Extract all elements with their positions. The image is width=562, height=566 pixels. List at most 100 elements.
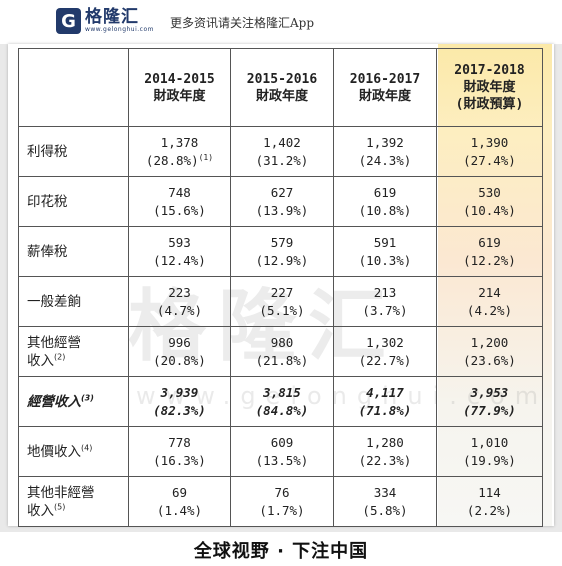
cell-value: 593: [168, 234, 191, 250]
table-header-row: 2014-2015 財政年度 2015-2016 財政年度 2016-2017 …: [18, 48, 543, 127]
cell-percentage: (12.9%): [231, 252, 333, 270]
cell-value: 1,392: [366, 134, 404, 150]
table-cell: 530 (10.4%): [436, 176, 543, 227]
row-label-text: 地價收入: [27, 443, 81, 460]
cell-percentage-text: (84.8%): [255, 402, 309, 418]
cell-percentage-text: (24.3%): [358, 152, 412, 168]
cell-value: 591: [373, 234, 397, 250]
table-cell: 1,402 (31.2%): [230, 126, 334, 177]
column-header-note: (財政預算): [455, 97, 524, 112]
cell-percentage: (24.3%): [334, 152, 436, 170]
cell-value: 579: [270, 234, 294, 250]
table-cell: 214 (4.2%): [436, 276, 543, 327]
cell-percentage: (15.6%): [129, 202, 230, 220]
row-label-footnote: (5): [54, 502, 66, 511]
cell-percentage-text: (5.1%): [259, 302, 305, 318]
cell-percentage-text: (15.6%): [153, 202, 206, 218]
row-label-text-line2: 收入: [27, 352, 54, 369]
row-label-footnote: (2): [54, 352, 66, 361]
cell-percentage: (71.8%): [334, 402, 436, 420]
table-row: 其他非經營 收入(5) 69 (1.4%) 76 (1.7%) 334 (5.8%) 114 (2…: [18, 476, 543, 527]
cell-percentage: (22.3%): [334, 452, 436, 470]
table-cell: 778 (16.3%): [128, 426, 231, 477]
cell-value: 530: [478, 184, 501, 200]
cell-value: 1,010: [470, 434, 509, 450]
table-cell: 1,378 (28.8%)(1): [128, 126, 231, 177]
cell-percentage-text: (13.5%): [255, 452, 309, 468]
table-cell: 3,953 (77.9%): [436, 376, 543, 427]
cell-value: 1,390: [470, 134, 509, 150]
column-header: 2016-2017 財政年度: [333, 48, 437, 127]
table-cell: 227 (5.1%): [230, 276, 334, 327]
row-label: 其他經營 收入(2): [18, 326, 129, 377]
column-header: 2015-2016 財政年度: [230, 48, 334, 127]
cell-percentage: (19.9%): [437, 452, 542, 470]
cell-value: 1,402: [263, 134, 301, 150]
cell-percentage: (5.8%): [334, 502, 436, 520]
column-header-year: 2015-2016: [246, 71, 318, 87]
cell-value: 1,302: [366, 334, 404, 350]
row-label-text: 其他經營: [27, 334, 81, 351]
table-cell: 609 (13.5%): [230, 426, 334, 477]
row-label-text: 利得稅: [27, 143, 68, 160]
cell-percentage: (4.7%): [129, 302, 230, 320]
table-cell: 1,390 (27.4%): [436, 126, 543, 177]
cell-value: 996: [168, 334, 191, 350]
row-label: 經營收入(3): [18, 376, 129, 427]
table-cell: 593 (12.4%): [128, 226, 231, 277]
table-row: 地價收入(4) 778 (16.3%) 609 (13.5%) 1,280 (22.3%) 1…: [18, 426, 543, 477]
cell-percentage-text: (22.7%): [358, 352, 412, 368]
cell-percentage-text: (10.4%): [463, 202, 516, 218]
cell-percentage: (84.8%): [231, 402, 333, 420]
logo-text: 格隆汇 www.gelonghui.com: [85, 8, 154, 34]
cell-percentage-text: (4.7%): [156, 302, 203, 318]
column-header-label: 財政年度: [255, 88, 308, 104]
cell-percentage-text: (3.7%): [362, 302, 408, 318]
cell-percentage: (10.4%): [437, 202, 542, 220]
column-header-label: 財政年度: [463, 80, 516, 95]
column-header-label: 財政年度: [358, 88, 411, 104]
table-cell: 627 (13.9%): [230, 176, 334, 227]
cell-value: 609: [270, 434, 294, 450]
table-cell: 980 (21.8%): [230, 326, 334, 377]
cell-percentage: (12.2%): [437, 252, 542, 270]
row-label-text: 一般差餉: [27, 293, 81, 310]
cell-percentage-text: (10.3%): [358, 252, 412, 268]
table-cell: 748 (15.6%): [128, 176, 231, 227]
cell-percentage: (13.9%): [231, 202, 333, 220]
cell-percentage-text: (10.8%): [358, 202, 412, 218]
header-subtitle: 更多资讯请关注格隆汇App: [170, 16, 315, 30]
cell-percentage: (22.7%): [334, 352, 436, 370]
table-cell: 619 (12.2%): [436, 226, 543, 277]
brand-logo[interactable]: G 格隆汇 www.gelonghui.com: [56, 4, 154, 38]
table-cell: 223 (4.7%): [128, 276, 231, 327]
table-cell: 1,392 (24.3%): [333, 126, 437, 177]
header-corner: [18, 48, 129, 127]
row-label: 其他非經營 收入(5): [18, 476, 129, 527]
row-label-text: 印花稅: [27, 193, 68, 210]
cell-percentage-text: (1.4%): [156, 502, 203, 518]
row-label: 印花稅: [18, 176, 129, 227]
cell-percentage: (23.6%): [437, 352, 542, 370]
footer-slogan: 全球视野 · 下注中国: [193, 541, 369, 562]
cell-percentage-text: (71.8%): [358, 402, 412, 418]
table-row: 利得稅 1,378 (28.8%)(1) 1,402 (31.2%) 1,392 (24.3…: [18, 126, 543, 177]
row-label: 薪俸稅: [18, 226, 129, 277]
cell-value: 3,939: [160, 384, 199, 400]
cell-value: 980: [270, 334, 294, 350]
cell-value: 214: [478, 284, 501, 300]
cell-value: 1,280: [366, 434, 404, 450]
table-cell: 114 (2.2%): [436, 476, 543, 527]
cell-value: 114: [478, 484, 501, 500]
column-header-year: 2016-2017: [349, 71, 421, 87]
cell-percentage: (2.2%): [437, 502, 542, 520]
cell-value: 1,378: [160, 134, 199, 150]
cell-value: 3,953: [470, 384, 509, 400]
table-cell: 4,117 (71.8%): [333, 376, 437, 427]
table-cell: 3,939 (82.3%): [128, 376, 231, 427]
cell-value: 1,200: [470, 334, 509, 350]
cell-percentage-text: (13.9%): [255, 202, 309, 218]
cell-percentage-text: (19.9%): [463, 452, 516, 468]
column-header-year: 2017-2018: [454, 63, 525, 78]
logo-name: 格隆汇: [84, 7, 139, 27]
